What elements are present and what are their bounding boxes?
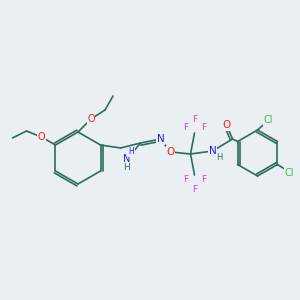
Text: Cl: Cl xyxy=(285,167,294,178)
Text: H: H xyxy=(123,163,130,172)
Text: N: N xyxy=(123,154,130,164)
Text: F: F xyxy=(192,115,197,124)
Text: Cl: Cl xyxy=(264,115,273,125)
Text: H: H xyxy=(129,148,134,157)
Text: N: N xyxy=(208,146,216,156)
Text: N: N xyxy=(157,134,164,144)
Text: H: H xyxy=(216,154,223,163)
Text: O: O xyxy=(167,147,175,157)
Text: F: F xyxy=(192,184,197,194)
Text: O: O xyxy=(222,120,231,130)
Text: F: F xyxy=(201,176,206,184)
Text: O: O xyxy=(38,132,45,142)
Text: O: O xyxy=(87,114,95,124)
Text: F: F xyxy=(183,124,188,133)
Text: F: F xyxy=(201,124,206,133)
Text: F: F xyxy=(183,176,188,184)
